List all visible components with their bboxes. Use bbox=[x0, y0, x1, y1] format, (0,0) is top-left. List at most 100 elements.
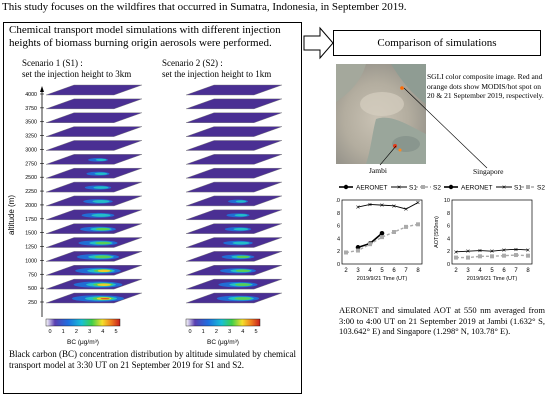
comparison-arrow bbox=[303, 26, 334, 60]
altitude-tick-label: 1750 bbox=[25, 217, 37, 223]
colorbar-tick-label: 4 bbox=[101, 329, 104, 335]
x-tick-label: 3 bbox=[356, 268, 360, 274]
x-tick-label: 6 bbox=[392, 268, 396, 274]
s2-point bbox=[466, 255, 470, 260]
colorbar-s2 bbox=[185, 318, 261, 327]
aot-charts: AERONET × S1 S2 AERONET × S1 S2 02468102… bbox=[336, 184, 545, 282]
y-tick-label: 0 bbox=[337, 262, 340, 268]
altitude-tick-label: 1250 bbox=[25, 245, 37, 251]
colorbar-tick-label: 5 bbox=[254, 329, 257, 335]
s2-point bbox=[502, 253, 506, 258]
legend-s1-marker: × bbox=[502, 184, 506, 191]
x-tick-label: 5 bbox=[490, 268, 494, 274]
altitude-tick-label: 3500 bbox=[25, 120, 37, 126]
series-s1-line bbox=[455, 248, 529, 253]
s2-point bbox=[344, 250, 348, 255]
altitude-slice bbox=[185, 140, 283, 151]
altitude-slice bbox=[45, 265, 143, 276]
s1-point: × bbox=[392, 201, 396, 210]
plot-frame bbox=[341, 199, 423, 265]
x-tick-label: 8 bbox=[416, 268, 420, 274]
legend-s2-label: S2 bbox=[537, 185, 545, 192]
hotspot-marker bbox=[398, 148, 402, 152]
scenario2-title: Scenario 2 (S2) : bbox=[162, 58, 223, 68]
s1-point: × bbox=[368, 200, 372, 209]
y-tick-label: 0 bbox=[447, 262, 450, 268]
s1-point: × bbox=[356, 203, 360, 212]
altitude-tick-label: 4000 bbox=[25, 92, 37, 98]
x-axis-label: 2019/9/21 Time (UT) bbox=[467, 276, 518, 282]
s1-point: × bbox=[416, 198, 420, 207]
y-tick-label: 2 bbox=[447, 249, 450, 255]
altitude-slice bbox=[185, 292, 283, 304]
colorbar-tick-label: 3 bbox=[88, 329, 91, 335]
y-tick-label: 6 bbox=[447, 224, 450, 230]
altitude-tick-label: 1000 bbox=[25, 258, 37, 264]
altitude-slice bbox=[45, 154, 143, 165]
s2-point bbox=[380, 235, 384, 240]
altitude-slice bbox=[185, 195, 283, 207]
scenario1-title: Scenario 1 (S1) : bbox=[22, 58, 83, 68]
legend-jambi: AERONET × S1 S2 bbox=[339, 184, 441, 192]
colorbar-tick-label: 0 bbox=[48, 329, 51, 335]
y-axis-label: AOT(550nm) bbox=[434, 216, 440, 248]
colorbar-tick-label: 2 bbox=[75, 329, 78, 335]
s1-point: × bbox=[502, 245, 506, 254]
altitude-slice bbox=[185, 209, 283, 221]
altitude-slice bbox=[45, 209, 143, 221]
simulation-panel-title: Chemical transport model simulations wit… bbox=[9, 24, 281, 49]
colorbar-tick-label: 1 bbox=[202, 329, 205, 335]
y-tick-label: 8 bbox=[447, 211, 450, 217]
y-tick-label: 8 bbox=[337, 211, 340, 217]
colorbar-tick-label: 1 bbox=[62, 329, 65, 335]
scenario1-subtitle: set the injection height to 3km bbox=[22, 69, 132, 79]
s2-point bbox=[478, 254, 482, 259]
s1-point: × bbox=[404, 204, 408, 213]
legend-aeronet-label: AERONET bbox=[356, 185, 387, 192]
x-tick-label: 3 bbox=[466, 268, 470, 274]
x-tick-label: 8 bbox=[526, 268, 530, 274]
s2-point bbox=[416, 222, 420, 227]
altitude-tick-label: 3000 bbox=[25, 147, 37, 153]
altitude-ticks: 4000 3750 3500 3250 3000 2750 2500 2250 2000 1750… bbox=[25, 92, 44, 306]
altitude-slice bbox=[45, 98, 143, 110]
altitude-tick-label: 2000 bbox=[25, 203, 37, 209]
s1-point: × bbox=[490, 247, 494, 256]
legend-singapore: AERONET × S1 S2 bbox=[444, 184, 545, 192]
legend-s1-label: S1 bbox=[409, 185, 417, 192]
satellite-note: SGLI color composite image. Red and oran… bbox=[427, 72, 544, 101]
x-tick-label: 7 bbox=[514, 268, 518, 274]
s1-point: × bbox=[526, 245, 530, 254]
altitude-tick-label: 2500 bbox=[25, 175, 37, 181]
legend-s1-label: S1 bbox=[514, 185, 522, 192]
aeronet-point bbox=[379, 230, 385, 236]
singapore-label: Singapore bbox=[473, 167, 504, 176]
legend-aeronet-label: AERONET bbox=[461, 185, 492, 192]
altitude-slice bbox=[185, 112, 283, 123]
comparison-box: Comparison of simulations bbox=[333, 30, 541, 56]
s2-point bbox=[526, 253, 530, 258]
intro-text: This study focuses on the wildfires that… bbox=[2, 1, 407, 13]
x-tick-label: 4 bbox=[478, 268, 482, 274]
hotspot-marker bbox=[400, 86, 404, 90]
altitude-slice bbox=[45, 278, 143, 290]
y-tick-label: 10 bbox=[336, 198, 340, 204]
colorbar-tick-label: 5 bbox=[114, 329, 117, 335]
colorbar-s1-label: BC (μg/m³) bbox=[67, 339, 99, 346]
altitude-tick-label: 750 bbox=[28, 272, 37, 278]
altitude-slice bbox=[45, 112, 143, 123]
legend-aeronet-marker bbox=[343, 184, 349, 190]
x-tick-label: 7 bbox=[404, 268, 408, 274]
s1-point: × bbox=[478, 246, 482, 255]
altitude-slice bbox=[185, 237, 283, 248]
legend-s1-marker: × bbox=[397, 184, 401, 191]
s2-point bbox=[368, 242, 372, 247]
legend-s2-marker bbox=[526, 185, 530, 189]
s2-point bbox=[454, 255, 458, 260]
singapore-leader bbox=[403, 87, 488, 169]
altitude-slice bbox=[185, 278, 283, 290]
altitude-slice bbox=[45, 292, 143, 304]
altitude-slice bbox=[45, 251, 143, 262]
x-tick-label: 2 bbox=[344, 268, 348, 274]
altitude-slice bbox=[45, 167, 143, 179]
